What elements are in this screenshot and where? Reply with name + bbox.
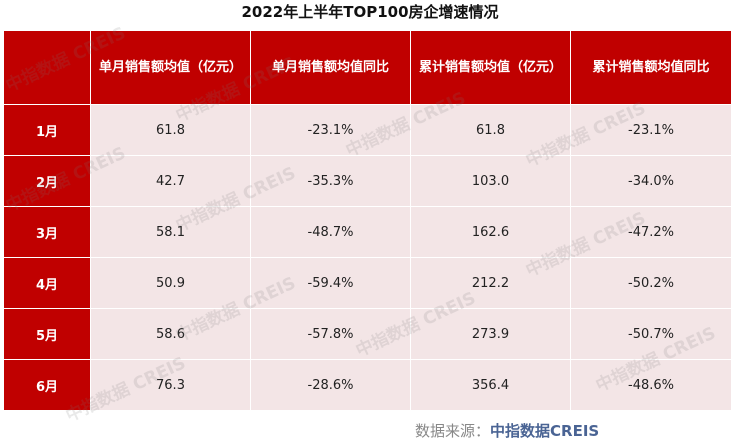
table-cell: -28.6%	[250, 359, 411, 411]
column-header: 累计销售额均值同比	[570, 30, 732, 105]
table-row: 3月 58.1 -48.7% 162.6 -47.2%	[3, 206, 732, 258]
column-header: 累计销售额均值（亿元）	[410, 30, 571, 105]
table-cell: 162.6	[410, 206, 571, 258]
row-label: 6月	[3, 359, 91, 411]
table-cell: 356.4	[410, 359, 571, 411]
table-cell: 61.8	[410, 104, 571, 156]
table-cell: -47.2%	[570, 206, 732, 258]
table-row: 1月 61.8 -23.1% 61.8 -23.1%	[3, 104, 732, 156]
table-cell: -23.1%	[570, 104, 732, 156]
table-cell: -35.3%	[250, 155, 411, 207]
table-cell: 103.0	[410, 155, 571, 207]
table-cell: -50.2%	[570, 257, 732, 309]
table-cell: -57.8%	[250, 308, 411, 360]
column-header: 单月销售额均值同比	[250, 30, 411, 105]
table-cell: 42.7	[90, 155, 251, 207]
table-cell: 61.8	[90, 104, 251, 156]
table-row: 6月 76.3 -28.6% 356.4 -48.6%	[3, 359, 732, 411]
table-cell: -48.7%	[250, 206, 411, 258]
table-cell: -34.0%	[570, 155, 732, 207]
header-row: 单月销售额均值（亿元） 单月销售额均值同比 累计销售额均值（亿元） 累计销售额均值同比	[3, 30, 732, 105]
row-label: 2月	[3, 155, 91, 207]
table-cell: -23.1%	[250, 104, 411, 156]
row-label: 3月	[3, 206, 91, 258]
column-header	[3, 30, 91, 105]
table-cell: 273.9	[410, 308, 571, 360]
table-row: 2月 42.7 -35.3% 103.0 -34.0%	[3, 155, 732, 207]
column-header: 单月销售额均值（亿元）	[90, 30, 251, 105]
table-cell: 212.2	[410, 257, 571, 309]
table-cell: -48.6%	[570, 359, 732, 411]
table-cell: -50.7%	[570, 308, 732, 360]
source-label: 数据来源：	[415, 422, 491, 440]
table-row: 5月 58.6 -57.8% 273.9 -50.7%	[3, 308, 732, 360]
data-source: 数据来源：中指数据CREIS	[415, 420, 599, 442]
row-label: 4月	[3, 257, 91, 309]
table-cell: 50.9	[90, 257, 251, 309]
table-cell: 76.3	[90, 359, 251, 411]
row-label: 5月	[3, 308, 91, 360]
source-name: 中指数据CREIS	[490, 422, 600, 440]
table-cell: -59.4%	[250, 257, 411, 309]
page-title: 2022年上半年TOP100房企增速情况	[241, 3, 499, 21]
row-label: 1月	[3, 104, 91, 156]
table-row: 4月 50.9 -59.4% 212.2 -50.2%	[3, 257, 732, 309]
growth-table: 单月销售额均值（亿元） 单月销售额均值同比 累计销售额均值（亿元） 累计销售额均值同比…	[3, 30, 732, 411]
table-cell: 58.1	[90, 206, 251, 258]
table-cell: 58.6	[90, 308, 251, 360]
